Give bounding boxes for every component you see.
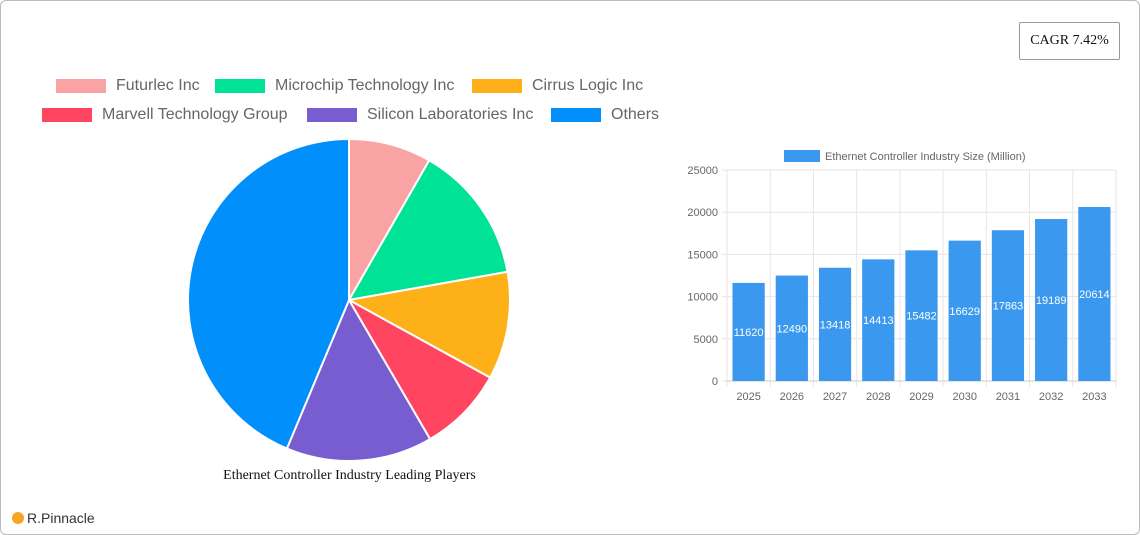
- legend-swatch: [215, 79, 265, 93]
- legend-swatch: [307, 108, 357, 122]
- legend-label: Silicon Laboratories Inc: [367, 106, 534, 123]
- data-label: 17863: [993, 301, 1024, 313]
- bar: [818, 267, 852, 381]
- pie-title: Ethernet Controller Industry Leading Pla…: [223, 468, 476, 483]
- bar: [732, 282, 765, 381]
- pie-slice: [346, 270, 511, 379]
- data-label: 16629: [949, 306, 980, 318]
- bar: [1078, 207, 1111, 381]
- legend-item[interactable]: Cirrus Logic Inc: [472, 77, 643, 95]
- bar-legend-label: Ethernet Controller Industry Size (Milli…: [825, 151, 1026, 163]
- legend-label: Cirrus Logic Inc: [532, 77, 644, 94]
- legend-label: Others: [611, 106, 660, 123]
- legend-label: Futurlec Inc: [116, 77, 200, 94]
- bar: [1035, 219, 1068, 381]
- data-label: 12490: [777, 323, 808, 335]
- legend-item[interactable]: Futurlec Inc: [56, 77, 200, 95]
- data-label: 13418: [820, 319, 851, 331]
- x-tick-label: 2032: [1039, 391, 1063, 403]
- y-tick-label: 20000: [687, 207, 718, 219]
- x-tick-label: 2029: [909, 391, 933, 403]
- y-tick-label: 15000: [687, 249, 718, 261]
- y-tick-label: 5000: [694, 334, 718, 346]
- x-tick-label: 2028: [866, 391, 890, 403]
- pie-chart: [187, 137, 511, 462]
- legend-item[interactable]: Silicon Laboratories Inc: [307, 106, 533, 124]
- bar: [775, 275, 808, 381]
- pie-slice: [347, 159, 509, 302]
- logo-icon: [12, 512, 24, 524]
- legend-swatch: [472, 79, 522, 93]
- bar: [905, 250, 938, 381]
- legend-item[interactable]: Marvell Technology Group: [42, 106, 288, 124]
- x-tick-label: 2025: [736, 391, 760, 403]
- x-tick-label: 2027: [823, 391, 847, 403]
- legend-item[interactable]: Others: [551, 106, 659, 124]
- legend-swatch: [784, 150, 820, 162]
- cagr-badge: CAGR 7.42%: [1019, 22, 1120, 60]
- legend-item[interactable]: Microchip Technology Inc: [215, 77, 454, 95]
- y-tick-label: 25000: [687, 165, 718, 177]
- legend-label: Microchip Technology Inc: [275, 77, 455, 94]
- data-label: 11620: [734, 327, 764, 339]
- data-label: 20614: [1079, 289, 1110, 301]
- legend-swatch: [56, 79, 106, 93]
- data-label: 14413: [863, 315, 894, 327]
- x-tick-label: 2033: [1082, 391, 1106, 403]
- bar: [991, 230, 1025, 381]
- data-label: 15482: [906, 311, 937, 323]
- logo: R.Pinnacle: [12, 510, 95, 526]
- bar: [948, 240, 981, 381]
- bar: [862, 259, 895, 381]
- legend-label: Marvell Technology Group: [102, 106, 288, 123]
- y-tick-label: 0: [712, 376, 718, 388]
- pie-slice: [285, 297, 432, 462]
- x-tick-label: 2030: [952, 391, 976, 403]
- logo-text: R.Pinnacle: [27, 510, 95, 526]
- y-tick-label: 10000: [687, 292, 718, 304]
- legend-swatch: [42, 108, 92, 122]
- x-tick-label: 2031: [996, 391, 1020, 403]
- data-label: 19189: [1036, 295, 1067, 307]
- pie-slice: [346, 297, 492, 441]
- x-tick-label: 2026: [780, 391, 804, 403]
- legend-swatch: [551, 108, 601, 122]
- pie-slice: [187, 137, 350, 450]
